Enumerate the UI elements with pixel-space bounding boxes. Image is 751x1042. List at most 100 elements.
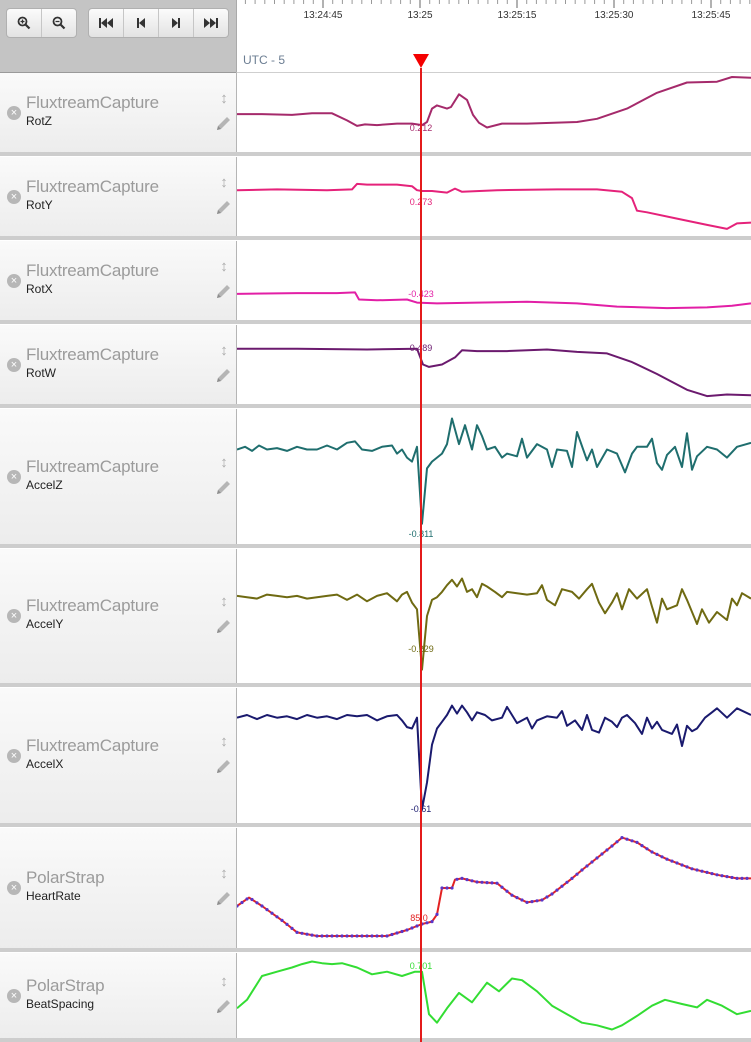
channel-plot[interactable]: 0.489 <box>237 325 751 404</box>
row-divider[interactable] <box>0 948 751 952</box>
row-divider[interactable] <box>0 404 751 408</box>
channel-plot-svg <box>237 76 751 129</box>
tick-label: 13:25:30 <box>594 10 634 21</box>
jump-start-button[interactable] <box>89 9 124 37</box>
close-icon[interactable]: × <box>7 105 21 120</box>
zoom-in-button[interactable] <box>7 9 42 37</box>
close-icon[interactable]: × <box>7 469 21 484</box>
pencil-icon[interactable] <box>214 998 232 1016</box>
channel-plot[interactable]: 85.0 <box>237 828 751 948</box>
sample-dot <box>735 876 739 880</box>
sample-dot <box>665 857 669 861</box>
row-divider[interactable] <box>0 236 751 240</box>
close-icon[interactable]: × <box>7 988 21 1003</box>
row-divider[interactable] <box>0 683 751 687</box>
sample-dot <box>255 901 259 905</box>
pencil-icon[interactable] <box>214 199 232 217</box>
channel-plot[interactable]: -0.229 <box>237 549 751 683</box>
move-icon[interactable]: ↕ <box>220 972 228 990</box>
pencil-icon[interactable] <box>214 479 232 497</box>
sample-dot <box>535 899 539 903</box>
move-icon[interactable]: ↕ <box>220 453 228 471</box>
channel-plot[interactable]: -0.61 <box>237 688 751 823</box>
move-icon[interactable]: ↕ <box>220 593 228 610</box>
sample-dot <box>700 869 704 873</box>
close-icon[interactable]: × <box>7 881 21 895</box>
time-axis-ticks <box>244 0 751 8</box>
channel-name: RotW <box>26 365 56 380</box>
channel-label-panel: × FluxtreamCapture RotX ↕ <box>0 241 237 324</box>
sample-dot <box>265 908 269 912</box>
channel-plot-svg <box>237 960 751 1031</box>
sample-dot <box>320 934 324 938</box>
step-back-button[interactable] <box>124 9 159 37</box>
jump-end-button[interactable] <box>194 9 228 37</box>
close-icon[interactable]: × <box>7 273 21 288</box>
channel-plot[interactable]: 0.701 <box>237 953 751 1038</box>
row-divider[interactable] <box>0 544 751 548</box>
sample-dot <box>575 872 579 876</box>
sample-dot <box>580 868 584 872</box>
sample-dot <box>340 934 344 938</box>
tick-label: 13:24:45 <box>303 10 343 21</box>
move-icon[interactable]: ↕ <box>220 341 228 359</box>
channel-plot[interactable]: -0.423 <box>237 241 751 320</box>
sample-dot <box>250 897 254 902</box>
step-forward-button[interactable] <box>159 9 194 37</box>
sample-dot <box>680 863 684 867</box>
time-cursor-line[interactable] <box>420 68 422 1042</box>
sample-dot <box>275 915 279 919</box>
sample-dot <box>565 880 569 884</box>
sample-dot <box>635 840 639 844</box>
pencil-icon[interactable] <box>214 115 232 133</box>
device-name: FluxtreamCapture <box>26 344 159 364</box>
sample-dot <box>345 934 349 938</box>
series-line <box>237 417 751 525</box>
sample-dot <box>615 840 619 844</box>
pencil-icon[interactable] <box>214 367 232 385</box>
move-icon[interactable]: ↕ <box>220 257 228 275</box>
sample-dot <box>295 930 299 934</box>
row-divider[interactable] <box>0 320 751 324</box>
pencil-icon[interactable] <box>214 758 232 776</box>
sample-dot <box>630 839 634 843</box>
sample-dot <box>625 837 629 841</box>
channel-plot-svg <box>237 182 751 230</box>
zoom-out-button[interactable] <box>42 9 76 37</box>
sample-dot <box>550 892 554 896</box>
row-divider[interactable] <box>0 1038 751 1042</box>
close-icon[interactable]: × <box>7 609 21 623</box>
skip-forward-icon <box>204 18 218 28</box>
channel-name: RotY <box>26 197 53 212</box>
move-icon[interactable]: ↕ <box>220 865 228 882</box>
sample-dot <box>485 881 489 885</box>
time-axis[interactable]: UTC - 5 13:24:45 13:25 13:25:15 13:25:30 13:… <box>236 0 751 73</box>
channel-name: RotZ <box>26 113 53 128</box>
pencil-icon[interactable] <box>214 618 232 636</box>
channel-plot[interactable]: 0.212 <box>237 73 751 152</box>
move-icon[interactable]: ↕ <box>220 173 228 191</box>
pencil-icon[interactable] <box>214 283 232 301</box>
sample-dot <box>725 875 729 879</box>
zoom-out-icon <box>52 16 66 30</box>
row-divider[interactable] <box>0 152 751 156</box>
channel-plot-svg <box>237 291 751 310</box>
sample-dot <box>410 926 414 930</box>
sample-dot <box>335 934 339 938</box>
row-divider[interactable] <box>0 823 751 827</box>
time-cursor-marker[interactable] <box>413 54 429 68</box>
sample-dot <box>365 934 369 938</box>
channel-plot[interactable]: 0.273 <box>237 157 751 236</box>
close-icon[interactable]: × <box>7 357 21 372</box>
sample-dot <box>515 896 519 900</box>
sample-dot <box>460 876 464 880</box>
pencil-icon[interactable] <box>214 890 232 908</box>
move-icon[interactable]: ↕ <box>220 732 228 750</box>
close-icon[interactable]: × <box>7 748 21 763</box>
sample-dot <box>360 934 364 938</box>
channel-plot[interactable]: -0.811 <box>237 409 751 544</box>
close-icon[interactable]: × <box>7 189 21 204</box>
move-icon[interactable]: ↕ <box>220 89 228 107</box>
